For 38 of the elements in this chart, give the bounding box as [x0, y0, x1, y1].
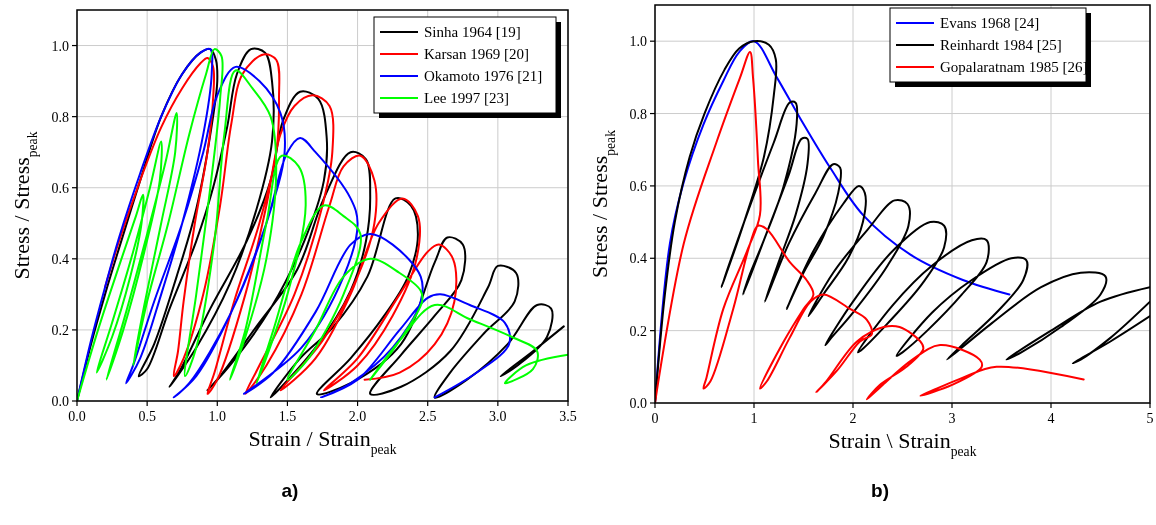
- x-axis-title: Strain \ Strain$_{peak}$: [828, 428, 977, 459]
- x-tick-label: 3.0: [489, 409, 507, 424]
- y-tick-label: 0.8: [629, 106, 647, 122]
- y-tick-label: 0.6: [629, 178, 647, 194]
- x-tick-label: 1.0: [208, 409, 227, 424]
- legend-label: Reinhardt 1984 [25]: [940, 37, 1062, 53]
- x-tick-label: 0.5: [138, 409, 156, 424]
- y-tick-label: 0.8: [51, 109, 69, 125]
- y-tick-label: 0.0: [51, 394, 69, 409]
- legend-label: Gopalaratnam 1985 [26]: [940, 59, 1088, 75]
- y-tick-label: 0.2: [629, 323, 647, 339]
- legend-label: Karsan 1969 [20]: [424, 46, 529, 62]
- legend-label: Evans 1968 [24]: [940, 15, 1040, 31]
- x-tick-label: 1.5: [278, 409, 297, 424]
- text: b): [871, 480, 889, 501]
- y-tick-label: 1.0: [629, 34, 647, 50]
- legend-label: Lee 1997 [23]: [424, 90, 509, 106]
- x-tick-label: 3.5: [559, 409, 577, 424]
- x-tick-label: 3: [948, 411, 956, 426]
- x-tick-label: 2.0: [348, 409, 367, 424]
- x-tick-label: 2: [849, 411, 857, 426]
- x-tick-label: 4: [1047, 411, 1055, 426]
- y-tick-label: 0.2: [51, 322, 69, 338]
- y-tick-label: 0.0: [629, 396, 647, 411]
- x-tick-label: 2.5: [418, 409, 437, 424]
- x-axis-title: Strain / Strain$_{peak}$: [248, 426, 397, 457]
- y-tick-label: 0.4: [629, 251, 647, 267]
- text: a): [281, 480, 299, 501]
- y-tick-label: 1.0: [51, 38, 69, 54]
- legend-label: Sinha 1964 [19]: [424, 24, 521, 40]
- line-series: [655, 51, 1085, 403]
- y-tick-label: 0.4: [51, 251, 69, 267]
- x-tick-label: 0.0: [68, 409, 86, 424]
- x-tick-label: 5: [1146, 411, 1154, 426]
- x-tick-label: 0: [651, 411, 659, 426]
- legend-label: Okamoto 1976 [21]: [424, 68, 543, 84]
- x-tick-label: 1: [750, 411, 758, 426]
- y-tick-label: 0.6: [51, 180, 69, 196]
